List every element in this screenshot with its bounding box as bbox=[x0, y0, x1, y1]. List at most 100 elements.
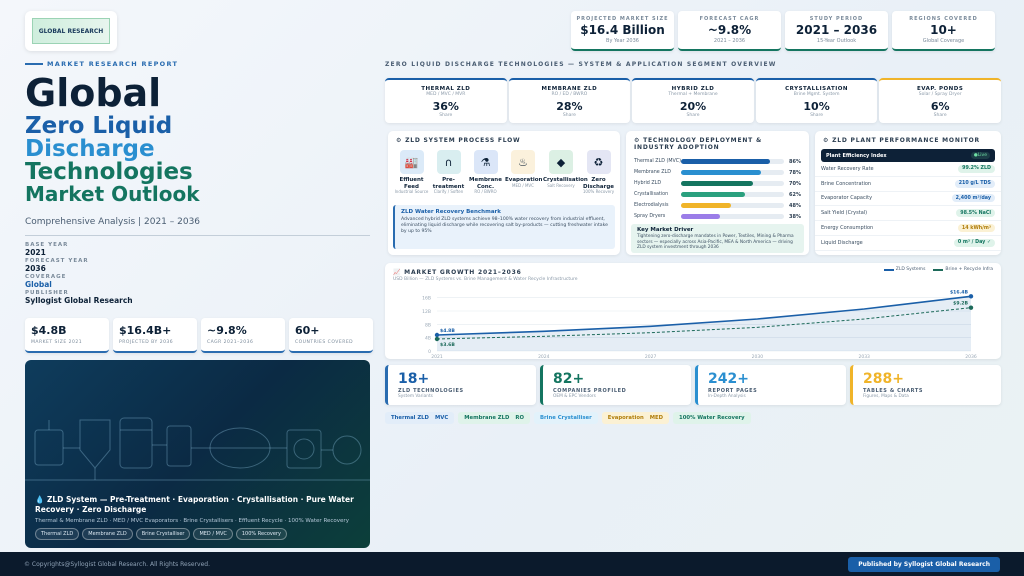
segment-card: EVAP. PONDS Solar / Spray Dryer 6% Share bbox=[879, 78, 1001, 123]
legend-label: Brine + Recycle Infra bbox=[945, 267, 993, 272]
adoption-track bbox=[681, 192, 785, 197]
data-point bbox=[968, 305, 974, 310]
benchmark-callout: ZLD Water Recovery Benchmark Advanced hy… bbox=[393, 205, 615, 249]
segment-row: THERMAL ZLD MED / MVC / MVR 36% Share MEMBR… bbox=[385, 78, 1001, 123]
stat-value: 10+ bbox=[930, 23, 957, 37]
meta-label: BASE YEAR bbox=[25, 242, 69, 248]
adoption-pct: 86% bbox=[789, 158, 801, 165]
report-kicker: MARKET RESEARCH REPORT bbox=[25, 60, 178, 68]
segment-unit: Share bbox=[562, 113, 576, 118]
adoption-pct: 70% bbox=[789, 180, 801, 187]
flow-step: ◆ Crystallisation Salt Recovery bbox=[543, 150, 588, 195]
title-line-2: Zero Liquid bbox=[25, 113, 173, 139]
x-tick-label: 2024 bbox=[538, 354, 550, 359]
meta-value: Syllogist Global Research bbox=[25, 296, 133, 305]
hero-caption: 💧 ZLD System — Pre-Treatment · Evaporati… bbox=[35, 495, 360, 524]
kpi-card: $4.8B MARKET SIZE 2021 bbox=[25, 318, 109, 353]
hero-chip: Thermal ZLD bbox=[35, 528, 80, 540]
data-point bbox=[968, 294, 974, 299]
technology-tags: Thermal ZLD MVC Membrane ZLD RO Brine Crysta… bbox=[385, 412, 751, 424]
adoption-name: Thermal ZLD (MVC) bbox=[634, 159, 681, 164]
hero-caption-sub: Thermal & Membrane ZLD · MED / MVC Evapo… bbox=[35, 517, 349, 524]
data-label: $4.8B bbox=[440, 328, 455, 334]
stat-value: ~9.8% bbox=[707, 23, 752, 37]
step-desc: MED / MVC bbox=[512, 182, 534, 188]
meta-value: Global bbox=[25, 280, 52, 289]
kpi-value: $4.8B bbox=[31, 324, 67, 337]
segment-card: MEMBRANE ZLD RO / ED / BWRO 28% Share bbox=[508, 78, 631, 123]
performance-row: Salt Yield (Crystal) 98.5% NaCl bbox=[815, 206, 1001, 222]
flow-title-text: ZLD SYSTEM PROCESS FLOW bbox=[405, 137, 521, 144]
y-tick-label: 0 bbox=[428, 349, 431, 355]
adoption-row: Spray Dryers 38% bbox=[634, 211, 801, 222]
bottom-stat-label: ZLD TECHNOLOGIES bbox=[398, 388, 464, 394]
y-tick-label: 8B bbox=[425, 322, 431, 328]
chart-title-text: MARKET GROWTH 2021–2036 bbox=[404, 269, 522, 276]
y-tick-label: 4B bbox=[425, 336, 431, 342]
x-tick-label: 2030 bbox=[752, 354, 764, 359]
performance-value: 0 m³ / Day ✓ bbox=[953, 238, 995, 247]
segment-card: THERMAL ZLD MED / MVC / MVR 36% Share bbox=[385, 78, 507, 123]
segment-label: CRYSTALLISATION bbox=[785, 86, 849, 92]
title-line-5: Market Outlook bbox=[25, 182, 200, 206]
segment-unit: Share bbox=[686, 113, 700, 118]
efficiency-title: Plant Efficiency Index bbox=[826, 152, 887, 159]
segment-value: 6% bbox=[930, 100, 950, 113]
adoption-track bbox=[681, 214, 785, 219]
adoption-title: ⚙ TECHNOLOGY DEPLOYMENT & INDUSTRY ADOPT… bbox=[634, 137, 762, 151]
stat-label: REGIONS COVERED bbox=[909, 16, 978, 22]
adoption-name: Spray Dryers bbox=[634, 214, 666, 219]
flow-title: ⚙ ZLD SYSTEM PROCESS FLOW bbox=[396, 137, 521, 144]
driver-callout: Key Market Driver Tightening zero-discha… bbox=[631, 224, 804, 253]
steam-icon: ♨ bbox=[511, 150, 535, 174]
flow-step: ⚗ Membrane Conc. RO / BWRO bbox=[468, 150, 503, 195]
step-desc: Industrial Source bbox=[394, 189, 429, 195]
kpi-value: $16.4B+ bbox=[119, 324, 172, 337]
kpi-value: ~9.8% bbox=[207, 324, 247, 337]
stat-label: STUDY PERIOD bbox=[809, 16, 864, 22]
filter-icon: ∩ bbox=[436, 150, 461, 174]
adoption-row: Crystallisation 62% bbox=[634, 189, 801, 200]
bottom-stat-sub: System Variants bbox=[398, 394, 433, 399]
title-line-4: Technologies bbox=[25, 159, 193, 185]
performance-name: Brine Concentration bbox=[821, 180, 872, 187]
segment-value: 28% bbox=[556, 100, 583, 113]
publisher-button[interactable]: Published by Syllogist Global Research bbox=[848, 556, 1000, 572]
meta-label: PUBLISHER bbox=[25, 290, 69, 296]
adoption-row: Hybrid ZLD 70% bbox=[634, 178, 801, 189]
bottom-stat-card: 18+ ZLD TECHNOLOGIES System Variants bbox=[385, 365, 536, 405]
segment-sub: Thermal + Membrane bbox=[668, 92, 718, 97]
top-stat-card: PROJECTED MARKET SIZE $16.4 Billion By Yea… bbox=[571, 11, 674, 51]
kpi-card: ~9.8% CAGR 2021–2036 bbox=[201, 318, 285, 353]
adoption-title-text: TECHNOLOGY DEPLOYMENT & INDUSTRY ADOPTIO… bbox=[634, 137, 762, 151]
step-name: Crystallisation bbox=[543, 177, 588, 183]
technology-tag: Membrane ZLD RO bbox=[458, 412, 531, 424]
performance-value: 99.2% ZLD bbox=[958, 164, 995, 173]
performance-value: 2,400 m³/day bbox=[951, 194, 995, 203]
adoption-bars: Thermal ZLD (MVC) 86% Membrane ZLD 78% Hybri… bbox=[626, 151, 809, 222]
live-badge: ●Live bbox=[970, 152, 990, 159]
stat-sub: 2021 – 2036 bbox=[713, 38, 746, 44]
tag-label: Membrane ZLD bbox=[464, 415, 510, 421]
hero-chip: MED / MVC bbox=[193, 528, 233, 540]
adoption-pct: 78% bbox=[789, 169, 801, 176]
tag-sub: MVC bbox=[434, 415, 449, 421]
top-stat-card: FORECAST CAGR ~9.8% 2021 – 2036 bbox=[678, 11, 781, 51]
adoption-card: ⚙ TECHNOLOGY DEPLOYMENT & INDUSTRY ADOPT… bbox=[626, 131, 809, 255]
y-tick-label: 12B bbox=[422, 309, 431, 315]
benchmark-title: ZLD Water Recovery Benchmark bbox=[401, 209, 501, 215]
performance-card: ⚙ ZLD PLANT PERFORMANCE MONITOR Plant Ef… bbox=[815, 131, 1001, 255]
bottom-stat-label: TABLES & CHARTS bbox=[863, 388, 924, 394]
chart-title: 📈 MARKET GROWTH 2021–2036 bbox=[393, 269, 522, 276]
bottom-stats: 18+ ZLD TECHNOLOGIES System Variants 82+ CO… bbox=[385, 365, 1001, 405]
step-name: Zero Discharge bbox=[583, 177, 614, 190]
performance-row: Brine Concentration 210 g/L TDS bbox=[815, 177, 1001, 192]
stat-sub: By Year 2036 bbox=[606, 38, 639, 44]
hero-image: 💧 ZLD System — Pre-Treatment · Evaporati… bbox=[25, 360, 370, 548]
segment-label: EVAP. PONDS bbox=[917, 86, 964, 92]
top-stat-card: STUDY PERIOD 2021 – 2036 15-Year Outlook bbox=[785, 11, 888, 51]
bottom-stat-label: REPORT PAGES bbox=[708, 388, 758, 394]
adoption-fill bbox=[681, 159, 770, 164]
step-desc: RO / BWRO bbox=[474, 189, 497, 195]
bottom-stat-card: 288+ TABLES & CHARTS Figures, Maps & Data bbox=[850, 365, 1001, 405]
